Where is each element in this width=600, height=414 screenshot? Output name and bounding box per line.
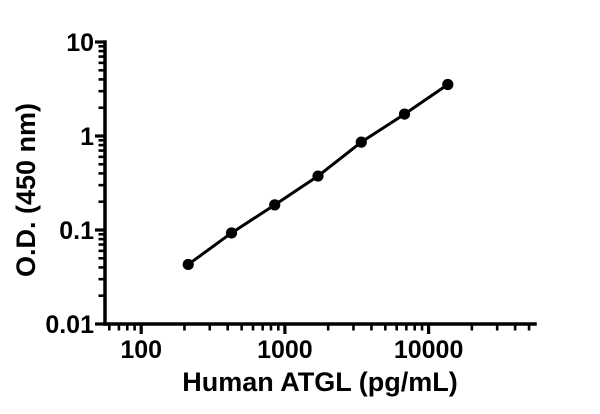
data-point — [398, 108, 411, 120]
data-point — [269, 199, 281, 211]
x-tick-label: 1000 — [257, 336, 313, 364]
y-tick-label: 0.01 — [45, 311, 94, 339]
y-tick-label: 0.1 — [59, 217, 94, 245]
y-axis-title: O.D. (450 nm) — [11, 103, 41, 277]
data-point — [225, 227, 238, 239]
data-point — [182, 258, 194, 271]
y-tick-label: 1 — [80, 123, 94, 151]
data-point — [312, 170, 324, 182]
x-axis-title: Human ATGL (pg/mL) — [182, 367, 457, 397]
x-tick-label: 10000 — [394, 336, 464, 364]
x-tick-label: 100 — [120, 336, 162, 364]
data-point — [442, 78, 454, 91]
y-tick-label: 10 — [66, 29, 94, 57]
data-point — [355, 136, 367, 148]
